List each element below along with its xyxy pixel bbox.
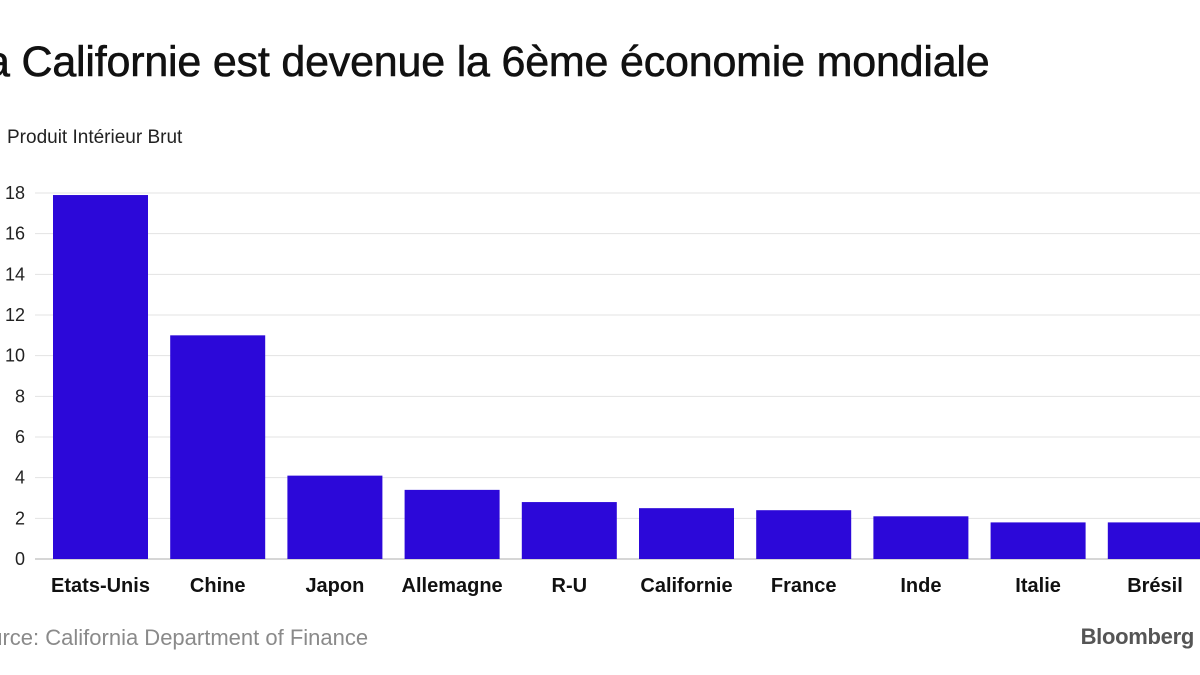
chart-subtitle: Produit Intérieur Brut <box>7 127 183 148</box>
bloomberg-logo: Bloomberg <box>1080 624 1195 649</box>
bar-californie <box>639 508 734 559</box>
bar-france <box>756 510 852 559</box>
x-tick-label: Italie <box>1015 575 1061 597</box>
y-tick-label: 18 <box>5 183 25 203</box>
bar-allemagne <box>404 489 500 559</box>
x-tick-label: Brésil <box>1127 575 1183 597</box>
source-note: ource: California Department of Finance <box>0 625 369 650</box>
bar-brésil <box>1107 522 1200 559</box>
chart-title: a Californie est devenue la 6ème économi… <box>0 38 990 87</box>
y-tick-label: 16 <box>5 224 25 244</box>
bars <box>53 195 1200 560</box>
y-tick-label: 14 <box>5 264 25 284</box>
x-tick-label: R-U <box>552 575 588 597</box>
y-tick-label: 2 <box>15 508 25 528</box>
y-tick-label: 8 <box>15 386 25 406</box>
bar-japon <box>287 475 383 559</box>
x-tick-label: Inde <box>900 575 941 597</box>
bar-r-u <box>521 502 617 559</box>
x-tick-label: France <box>771 575 837 597</box>
bar-etats-unis <box>53 195 148 560</box>
x-tick-label: Etats-Unis <box>51 575 150 597</box>
x-tick-label: Californie <box>640 575 732 597</box>
y-tick-label: 6 <box>15 427 25 447</box>
x-tick-label: Japon <box>305 575 364 597</box>
bar-italie <box>990 522 1086 559</box>
y-tick-label: 4 <box>15 468 25 488</box>
x-tick-labels: Etats-Unis Chine Japon Allemagne R-U Californ… <box>51 575 1183 597</box>
y-tick-label: 12 <box>5 305 25 325</box>
y-tick-labels: 0 2 4 6 8 10 12 14 16 18 <box>5 183 25 569</box>
bar-inde <box>873 516 969 559</box>
y-tick-label: 0 <box>15 549 25 569</box>
x-tick-label: Chine <box>190 575 246 597</box>
y-tick-label: 10 <box>5 346 25 366</box>
bar-chine <box>170 335 266 559</box>
x-tick-label: Allemagne <box>402 575 503 597</box>
